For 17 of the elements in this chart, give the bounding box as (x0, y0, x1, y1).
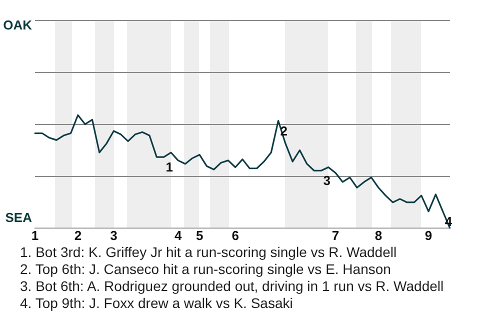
text: SEA (5, 210, 33, 225)
x-tick-label: 7 (332, 228, 340, 243)
x-tick-label: 5 (196, 228, 204, 243)
annotation: 1 (166, 160, 174, 175)
text: 3. Bot 6th: A. Rodriguez grounded out, driving in 1 run vs R. Waddell (20, 278, 445, 295)
annotation: 3 (323, 173, 330, 188)
text: 2. Top 6th: J. Canseco hit a run-scoring single vs E. Hanson (20, 261, 392, 278)
x-tick-label: 4 (174, 228, 182, 243)
x-tick-label: 3 (110, 228, 118, 243)
x-tick-label: 2 (74, 228, 82, 243)
text: OAK (3, 18, 33, 33)
x-tick-label: 9 (424, 228, 432, 243)
text: 1. Bot 3rd: K. Griffey Jr hit a run-scoring single vs R. Waddell (20, 244, 398, 261)
x-tick-label: 1 (31, 228, 39, 243)
x-tick-label: 8 (374, 228, 382, 243)
x-tick-label: 6 (232, 228, 239, 243)
text: 4. Top 9th: J. Foxx drew a walk vs K. Sasaki (20, 295, 294, 312)
